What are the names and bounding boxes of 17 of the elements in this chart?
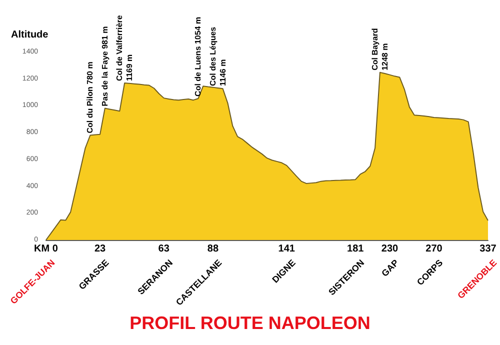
y-axis-title: Altitude: [11, 30, 49, 40]
text: PROFIL ROUTE NAPOLEON: [130, 313, 370, 333]
data-label: Col des Léques 1146 m: [208, 26, 228, 86]
x-tick-label: KM 0: [34, 244, 58, 254]
data-label: Col du Pilon 780 m: [86, 62, 95, 134]
x-tick-label: 63: [158, 244, 170, 254]
x-tick-label: 337: [480, 244, 497, 254]
x-tick-label: 88: [207, 244, 219, 254]
x-tick-label: 141: [278, 244, 296, 254]
x-tick-label: 270: [426, 244, 443, 254]
data-label: Pas de la Faye 981 m: [100, 26, 110, 106]
x-tick-label: 230: [381, 244, 399, 254]
data-label: Col de Luens 1054 m: [194, 16, 203, 96]
data-label: Col de Valferrière 1169 m: [115, 14, 134, 82]
data-label: Col Bayard 1248 m: [370, 28, 390, 70]
x-tick-label: 23: [94, 244, 106, 254]
x-tick-label: 181: [347, 244, 364, 254]
